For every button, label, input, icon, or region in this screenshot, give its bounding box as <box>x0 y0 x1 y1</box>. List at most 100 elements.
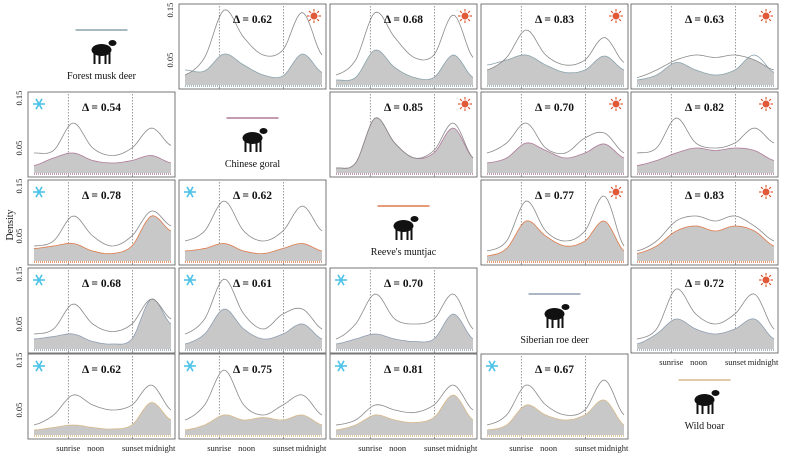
density-curve-a <box>636 147 775 166</box>
overlap-area <box>487 54 624 85</box>
delta-label: Δ = 0.62 <box>233 14 272 26</box>
density-curve-a <box>335 394 474 431</box>
density-curve-a <box>184 243 323 255</box>
sun-icon <box>458 97 472 111</box>
sun-icon <box>759 9 773 23</box>
delta-label: Δ = 0.63 <box>685 14 724 26</box>
density-curve-a <box>336 49 474 81</box>
density-curve-a <box>33 402 172 431</box>
density-curve-b <box>636 54 775 78</box>
density-curve-b <box>486 379 625 426</box>
x-tick-label: sunset <box>424 443 446 453</box>
density-curve-a <box>184 53 323 79</box>
overlap-area <box>637 148 774 173</box>
overlap-panel: Δ = 0.68 <box>329 3 478 90</box>
y-tick-label: 0.05 <box>14 229 24 244</box>
density-curve-b <box>33 298 172 335</box>
density-curve-b <box>335 384 474 426</box>
species-cell: Wild boar <box>678 379 731 432</box>
snowflake-icon <box>33 360 45 372</box>
snowflake-icon <box>335 360 347 372</box>
snowflake-icon <box>184 274 196 286</box>
density-curve-b <box>486 29 625 71</box>
snowflake-icon <box>33 98 45 110</box>
density-curve-a <box>486 220 625 257</box>
snowflake-icon <box>184 186 196 198</box>
overlap-panel: Δ = 0.72 <box>630 267 779 354</box>
overlap-area <box>185 414 322 435</box>
density-curve-b <box>636 288 775 340</box>
overlap-panel: Δ = 0.70 <box>329 267 478 354</box>
y-tick-label: 0.15 <box>165 3 175 18</box>
species-cell: Siberian roe deer <box>520 293 589 346</box>
overlap-panel: Δ = 0.83 <box>630 179 779 266</box>
y-tick-label: 0.15 <box>14 353 24 368</box>
roe-deer-icon <box>544 304 570 328</box>
species-name: Siberian roe deer <box>520 335 589 346</box>
delta-label: Δ = 0.83 <box>685 190 724 202</box>
snowflake-icon <box>486 360 498 372</box>
overlap-area <box>336 314 473 349</box>
y-axis-title: Density <box>5 209 16 240</box>
delta-label: Δ = 0.62 <box>82 364 121 376</box>
overlap-area <box>487 220 624 261</box>
delta-label: Δ = 0.72 <box>685 278 724 290</box>
density-curve-a <box>486 54 625 74</box>
overlap-area <box>185 309 322 349</box>
sun-icon <box>458 9 472 23</box>
overlap-area <box>34 215 171 261</box>
boar-icon <box>694 390 720 414</box>
snowflake-icon <box>335 274 347 286</box>
density-curve-a <box>184 308 323 345</box>
overlap-panel: Δ = 0.77 <box>480 179 629 266</box>
delta-label: Δ = 0.75 <box>233 364 272 376</box>
x-tick-label: midnight <box>145 443 176 453</box>
overlap-panel: Δ = 0.62 <box>27 353 176 440</box>
density-curve-b <box>335 117 474 169</box>
delta-label: Δ = 0.54 <box>82 102 121 114</box>
density-curve-b <box>636 117 775 154</box>
overlap-area <box>487 142 624 173</box>
sun-icon <box>609 185 623 199</box>
density-curve-b <box>184 9 323 76</box>
overlap-panel: Δ = 0.82 <box>630 91 779 178</box>
snowflake-icon <box>184 360 196 372</box>
density-curve-b <box>184 278 323 335</box>
x-tick-label: noon <box>540 443 558 453</box>
y-tick-label: 0.15 <box>14 91 24 106</box>
density-curve-b <box>486 122 625 155</box>
panel-grid: Δ = 0.62 Δ = 0.68 Δ = 0.83 Δ = 0.63 Δ = 0.54… <box>27 3 779 440</box>
overlap-panel: Δ = 0.83 <box>480 3 629 90</box>
x-tick-label: sunset <box>725 357 747 367</box>
density-curve-b <box>335 293 474 340</box>
sun-icon <box>307 9 321 23</box>
density-curve-a <box>636 54 775 81</box>
species-name: Chinese goral <box>225 159 280 170</box>
density-curve-b <box>335 11 474 76</box>
sun-icon <box>759 185 773 199</box>
x-tick-label: midnight <box>447 443 478 453</box>
y-tick-label: 0.05 <box>14 141 24 156</box>
y-tick-label: 0.15 <box>14 267 24 282</box>
species-cell: Reeve's muntjac <box>371 205 437 258</box>
x-tick-label: noon <box>238 443 256 453</box>
overlap-panel: Δ = 0.78 <box>27 179 176 266</box>
density-curve-b <box>184 369 323 421</box>
density-curve-b <box>486 195 625 252</box>
x-tick-label: midnight <box>748 357 779 367</box>
x-tick-label: sunset <box>122 443 144 453</box>
delta-label: Δ = 0.67 <box>535 364 574 376</box>
density-curve-b <box>34 122 172 156</box>
delta-label: Δ = 0.85 <box>384 102 423 114</box>
delta-label: Δ = 0.78 <box>82 190 121 202</box>
density-curve-a <box>335 313 474 345</box>
x-tick-label: noon <box>87 443 105 453</box>
overlap-area <box>185 243 322 261</box>
sun-icon <box>759 97 773 111</box>
overlap-area <box>336 395 473 435</box>
species-name: Reeve's muntjac <box>371 247 437 258</box>
x-tick-label: sunrise <box>509 443 533 453</box>
x-tick-label: sunset <box>273 443 295 453</box>
snowflake-icon <box>33 274 45 286</box>
